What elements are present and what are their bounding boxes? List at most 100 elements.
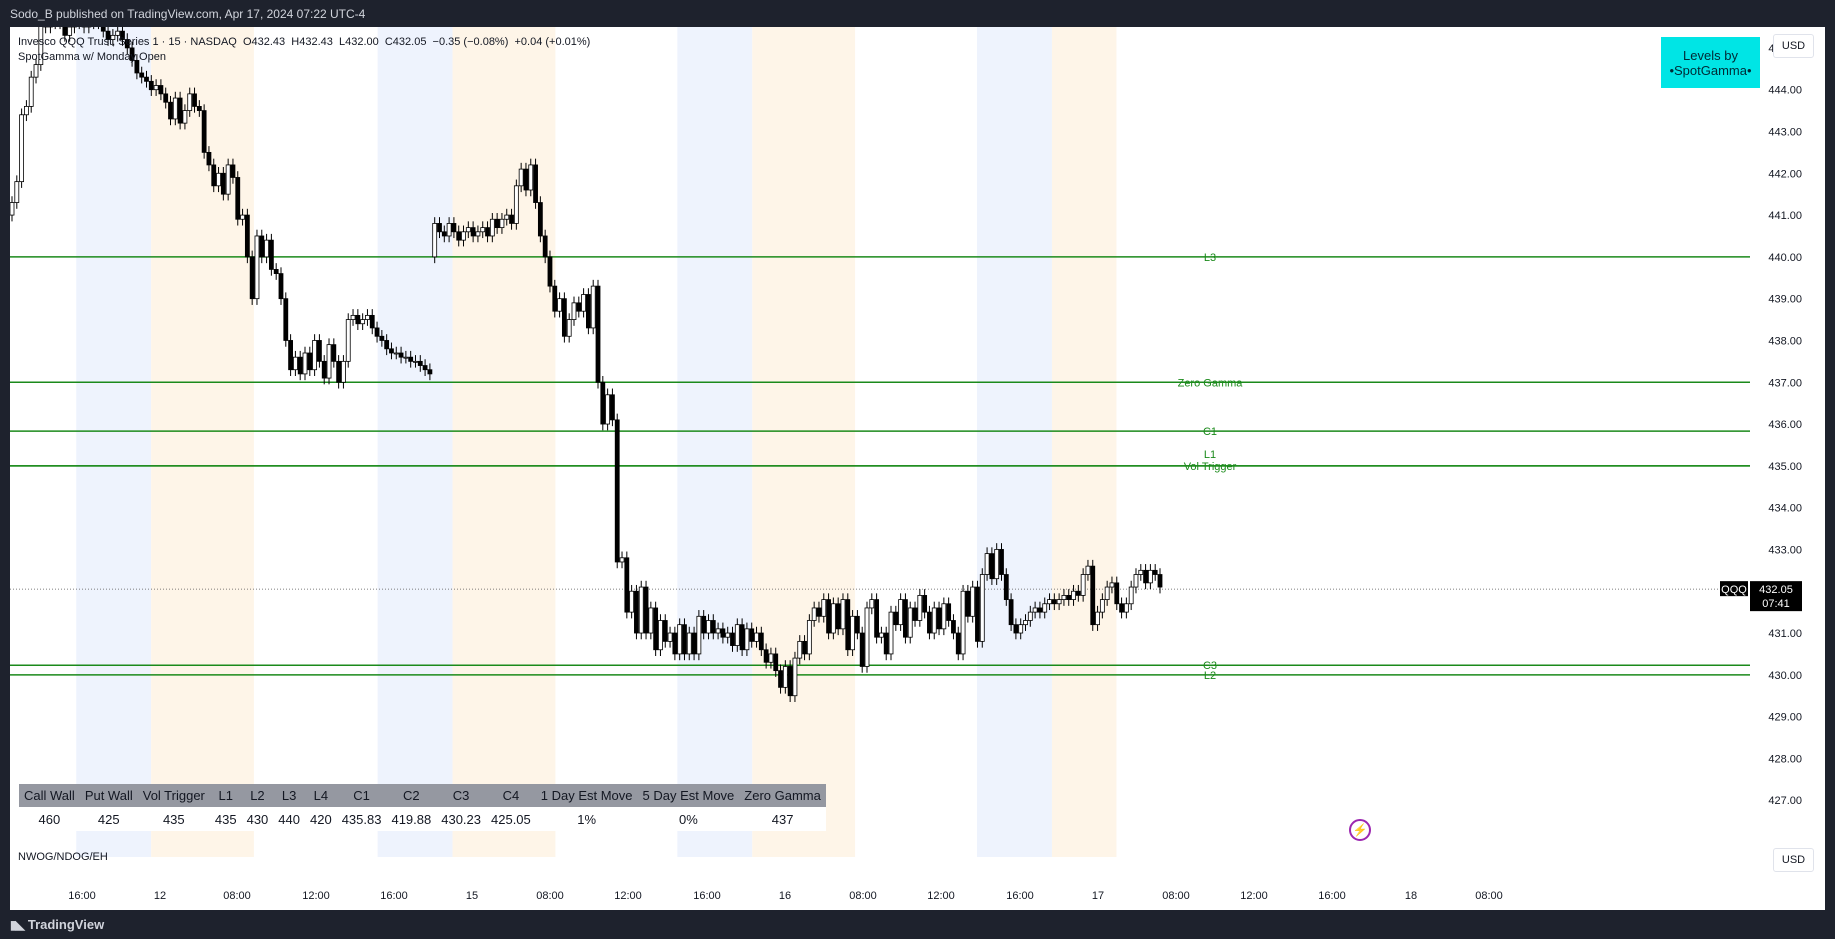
- levels-table-header-cell: Zero Gamma: [739, 784, 826, 807]
- candle-body: [206, 151, 212, 166]
- x-tick-label: 08:00: [223, 890, 251, 902]
- x-tick-label: 12:00: [1240, 890, 1268, 902]
- candle-body: [134, 60, 140, 74]
- y-tick-label: 431.00: [1768, 628, 1802, 640]
- candle-body: [648, 607, 654, 634]
- y-tick-label: 433.00: [1768, 544, 1802, 556]
- candle-body: [432, 223, 438, 258]
- candle-body: [653, 607, 659, 651]
- candle-body: [787, 666, 793, 697]
- tradingview-logo[interactable]: ▮◣ TradingView: [10, 917, 104, 932]
- candle-body: [485, 227, 490, 237]
- candle-body: [240, 214, 245, 220]
- session-band: [752, 27, 856, 857]
- candle-body: [619, 557, 625, 563]
- y-tick-label: 428.00: [1768, 753, 1802, 765]
- candle-body: [1128, 586, 1134, 605]
- candle-body: [696, 615, 702, 655]
- levels-table: Call Wall Put Wall Vol Trigger L1 L2 L3 L4 C1 C2…: [19, 784, 826, 831]
- candle-body: [610, 394, 615, 421]
- candle-body: [634, 590, 639, 634]
- candle-body: [927, 611, 932, 634]
- candle-body: [1138, 569, 1144, 575]
- candle-body: [196, 106, 202, 111]
- levels-table-value-cell: 430.23: [436, 807, 486, 831]
- y-tick-label: 444.00: [1768, 85, 1802, 97]
- candle-body: [1104, 586, 1110, 600]
- candle-body: [278, 273, 284, 300]
- candle-body: [379, 335, 385, 341]
- candle-body: [288, 340, 293, 371]
- y-tick-label: 437.00: [1768, 377, 1802, 389]
- candle-body: [489, 218, 495, 237]
- candle-body: [254, 235, 260, 300]
- candle-body: [326, 344, 332, 379]
- candle-body: [850, 615, 855, 651]
- y-tick-label: 439.00: [1768, 294, 1802, 306]
- y-tick-label: 442.00: [1768, 168, 1802, 180]
- levels-table-row: 460 425 435 435 430 440 420 435.83 419.88 430.23 4…: [19, 807, 826, 831]
- candle-body: [1056, 599, 1062, 605]
- candle-body: [1123, 603, 1129, 613]
- candle-body: [951, 620, 956, 634]
- levels-box-line1: Levels by: [1683, 47, 1738, 63]
- candle-body: [312, 340, 318, 371]
- candle-body: [778, 670, 783, 688]
- nwog-indicator-label[interactable]: NWOG/NDOG/EH: [18, 851, 108, 863]
- candle-body: [523, 168, 529, 191]
- candle-body: [989, 553, 995, 580]
- indicator-legend[interactable]: SpotGamma w/ Monday Open: [18, 51, 166, 63]
- levels-box-line2: •SpotGamma•: [1669, 62, 1752, 78]
- lightning-icon[interactable]: ⚡: [1349, 819, 1371, 841]
- levels-table-header-cell: L2: [241, 784, 274, 807]
- x-tick-label: 16:00: [68, 890, 96, 902]
- candle-body: [389, 348, 394, 354]
- candle-body: [984, 553, 990, 575]
- candle-body: [437, 223, 442, 233]
- currency-button[interactable]: USD: [1773, 34, 1814, 58]
- symbol-legend[interactable]: Invesco QQQ Trust, Series 1 · 15 · NASDA…: [18, 36, 591, 48]
- levels-table-value-cell: 425.05: [486, 807, 536, 831]
- candle-body: [965, 590, 971, 617]
- candle-body: [470, 227, 476, 237]
- chart-area[interactable]: 445.00444.00443.00442.00441.00440.00439.…: [10, 27, 1825, 910]
- candle-body: [321, 360, 327, 379]
- candle-body: [725, 632, 731, 638]
- candle-body: [1027, 611, 1033, 621]
- candle-body: [893, 611, 899, 626]
- candle-body: [706, 620, 711, 634]
- candle-body: [1013, 624, 1019, 634]
- candle-body: [931, 607, 937, 634]
- candle-body: [1066, 595, 1072, 600]
- x-tick-label: 12:00: [302, 890, 330, 902]
- tradingview-logo-icon: ▮◣: [10, 917, 25, 932]
- levels-table-header-cell: Put Wall: [79, 784, 138, 807]
- x-tick-label: 08:00: [1162, 890, 1190, 902]
- candle-body: [480, 227, 486, 233]
- currency-button-bottom[interactable]: USD: [1773, 848, 1814, 872]
- candle-body: [672, 632, 678, 655]
- candle-body: [701, 615, 707, 634]
- session-band: [452, 27, 556, 857]
- candle-body: [754, 632, 759, 642]
- levels-table-value-cell: 420: [305, 807, 337, 831]
- candle-body: [115, 30, 121, 36]
- x-tick-label: 08:00: [849, 890, 877, 902]
- levels-table-header-cell: L4: [305, 784, 337, 807]
- levels-table-value-cell: 430: [241, 807, 274, 831]
- candle-body: [773, 653, 779, 672]
- y-tick-label: 429.00: [1768, 712, 1802, 724]
- candle-body: [528, 164, 534, 191]
- price-chart[interactable]: 445.00444.00443.00442.00441.00440.00439.…: [10, 27, 1825, 910]
- candle-body: [667, 632, 673, 642]
- candle-body: [581, 294, 586, 312]
- candle-body: [557, 298, 562, 312]
- candle-body: [422, 365, 428, 371]
- y-tick-label: 441.00: [1768, 210, 1802, 222]
- candle-body: [763, 649, 769, 663]
- candle-body: [830, 603, 836, 634]
- levels-table-header: Call Wall Put Wall Vol Trigger L1 L2 L3 L4 C1 C2…: [19, 784, 826, 807]
- candle-body: [144, 76, 149, 82]
- candle-body: [677, 624, 683, 655]
- candle-body: [153, 85, 159, 91]
